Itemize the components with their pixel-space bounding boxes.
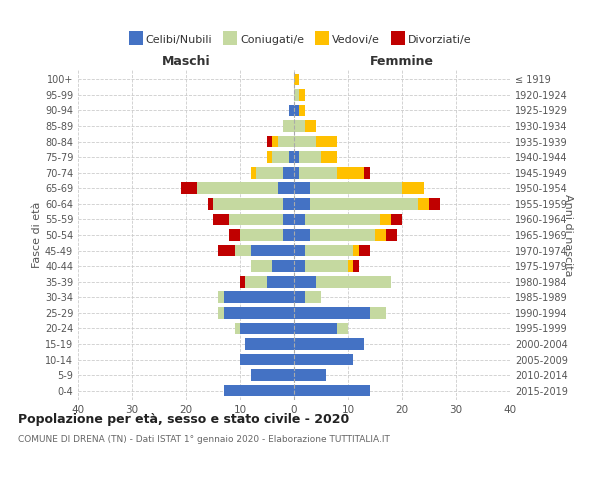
Bar [418, 198, 429, 209]
Bar [294, 322, 337, 334]
Bar [294, 214, 305, 226]
Bar [294, 307, 370, 318]
Bar [224, 385, 294, 396]
Bar [240, 276, 245, 287]
Bar [294, 104, 299, 117]
Bar [294, 244, 305, 256]
Bar [283, 198, 294, 209]
Bar [283, 229, 294, 241]
Bar [294, 354, 353, 366]
Bar [294, 370, 326, 381]
Bar [359, 244, 370, 256]
Bar [218, 292, 224, 303]
Bar [310, 182, 402, 194]
Bar [240, 322, 294, 334]
Bar [316, 276, 391, 287]
Bar [267, 136, 272, 147]
Bar [272, 152, 289, 163]
Y-axis label: Fasce di età: Fasce di età [32, 202, 42, 268]
Bar [380, 214, 391, 226]
Bar [240, 354, 294, 366]
Bar [305, 260, 348, 272]
Bar [294, 260, 305, 272]
Bar [299, 167, 337, 178]
Bar [181, 182, 197, 194]
Bar [337, 322, 348, 334]
Bar [294, 198, 310, 209]
Text: Femmine: Femmine [370, 56, 434, 68]
Bar [197, 182, 278, 194]
Bar [310, 198, 418, 209]
Y-axis label: Anni di nascita: Anni di nascita [563, 194, 573, 276]
Bar [278, 182, 294, 194]
Bar [224, 292, 294, 303]
Text: Popolazione per età, sesso e stato civile - 2020: Popolazione per età, sesso e stato civil… [18, 412, 349, 426]
Bar [294, 276, 316, 287]
Bar [391, 214, 402, 226]
Bar [294, 229, 310, 241]
Bar [370, 307, 386, 318]
Bar [294, 292, 305, 303]
Bar [272, 136, 278, 147]
Bar [299, 89, 305, 101]
Bar [267, 276, 294, 287]
Bar [299, 152, 321, 163]
Bar [278, 136, 294, 147]
Bar [310, 229, 375, 241]
Bar [337, 167, 364, 178]
Bar [208, 198, 213, 209]
Text: COMUNE DI DRENA (TN) - Dati ISTAT 1° gennaio 2020 - Elaborazione TUTTITALIA.IT: COMUNE DI DRENA (TN) - Dati ISTAT 1° gen… [18, 435, 390, 444]
Legend: Celibi/Nubili, Coniugati/e, Vedovi/e, Divorziati/e: Celibi/Nubili, Coniugati/e, Vedovi/e, Di… [129, 34, 471, 46]
Bar [294, 167, 299, 178]
Bar [294, 182, 310, 194]
Bar [353, 260, 359, 272]
Bar [235, 322, 240, 334]
Bar [245, 338, 294, 350]
Bar [386, 229, 397, 241]
Bar [251, 167, 256, 178]
Bar [283, 167, 294, 178]
Text: Maschi: Maschi [161, 56, 211, 68]
Bar [299, 104, 305, 117]
Bar [305, 214, 380, 226]
Bar [321, 152, 337, 163]
Bar [283, 214, 294, 226]
Bar [305, 244, 353, 256]
Bar [240, 229, 283, 241]
Bar [218, 244, 235, 256]
Bar [429, 198, 440, 209]
Bar [402, 182, 424, 194]
Bar [294, 152, 299, 163]
Bar [348, 260, 353, 272]
Bar [213, 214, 229, 226]
Bar [229, 229, 240, 241]
Bar [353, 244, 359, 256]
Bar [218, 307, 224, 318]
Bar [305, 292, 321, 303]
Bar [283, 120, 294, 132]
Bar [289, 104, 294, 117]
Bar [251, 244, 294, 256]
Bar [224, 307, 294, 318]
Bar [272, 260, 294, 272]
Bar [213, 198, 283, 209]
Bar [251, 260, 272, 272]
Bar [245, 276, 267, 287]
Bar [256, 167, 283, 178]
Bar [294, 120, 305, 132]
Bar [294, 136, 316, 147]
Bar [229, 214, 283, 226]
Bar [294, 89, 299, 101]
Bar [294, 338, 364, 350]
Bar [316, 136, 337, 147]
Bar [267, 152, 272, 163]
Bar [235, 244, 251, 256]
Bar [305, 120, 316, 132]
Bar [294, 385, 370, 396]
Bar [294, 74, 299, 85]
Bar [289, 152, 294, 163]
Bar [251, 370, 294, 381]
Bar [375, 229, 386, 241]
Bar [364, 167, 370, 178]
